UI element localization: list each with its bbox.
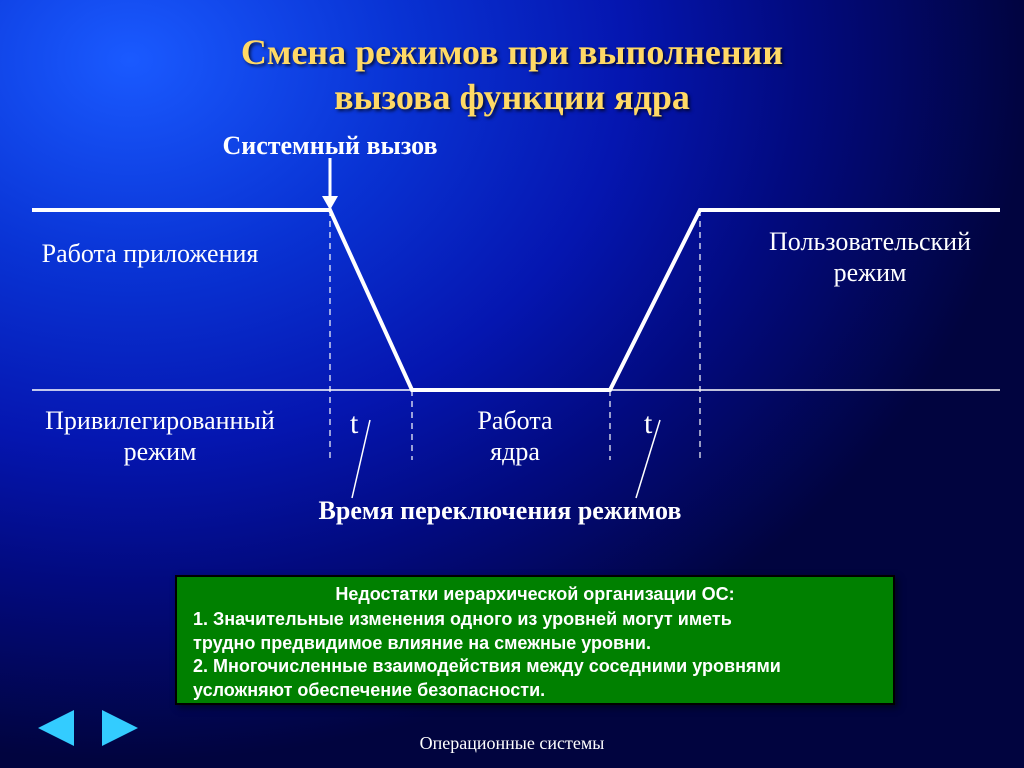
title-line1: Смена режимов при выполнении (241, 32, 783, 72)
label-priv-mode-l2: режим (124, 437, 197, 466)
label-switch-time: Время переключения режимов (250, 495, 750, 526)
label-kernel-work-l1: Работа (477, 406, 552, 435)
footer-text: Операционные системы (0, 733, 1024, 754)
nav-next-icon[interactable] (102, 710, 138, 746)
label-user-mode-l1: Пользовательский (769, 227, 971, 256)
mode-switch-diagram: Системный вызов Работа приложения Пользо… (0, 130, 1024, 560)
label-priv-mode: Привилегированный режим (10, 405, 310, 467)
arrow-head-icon (322, 196, 338, 210)
title-line2: вызова функции ядра (334, 77, 690, 117)
label-user-mode-l2: режим (834, 258, 907, 287)
box-line1: 1. Значительные изменения одного из уров… (193, 608, 877, 631)
label-system-call: Системный вызов (200, 130, 460, 161)
label-t-left: t (350, 407, 358, 441)
box-line4: усложняют обеспечение безопасности. (193, 679, 877, 702)
box-line3: 2. Многочисленные взаимодействия между с… (193, 655, 877, 678)
label-priv-mode-l1: Привилегированный (45, 406, 275, 435)
label-kernel-work: Работа ядра (420, 405, 610, 467)
disadvantages-box: Недостатки иерархической организации ОС:… (175, 575, 895, 705)
box-line2: трудно предвидимое влияние на смежные ур… (193, 632, 877, 655)
slide-title: Смена режимов при выполнении вызова функ… (0, 0, 1024, 120)
label-kernel-work-l2: ядра (490, 437, 540, 466)
label-app-work: Работа приложения (10, 238, 290, 269)
label-user-mode: Пользовательский режим (730, 226, 1010, 288)
nav-prev-icon[interactable] (38, 710, 74, 746)
box-title: Недостатки иерархической организации ОС: (193, 583, 877, 606)
label-t-right: t (644, 407, 652, 441)
